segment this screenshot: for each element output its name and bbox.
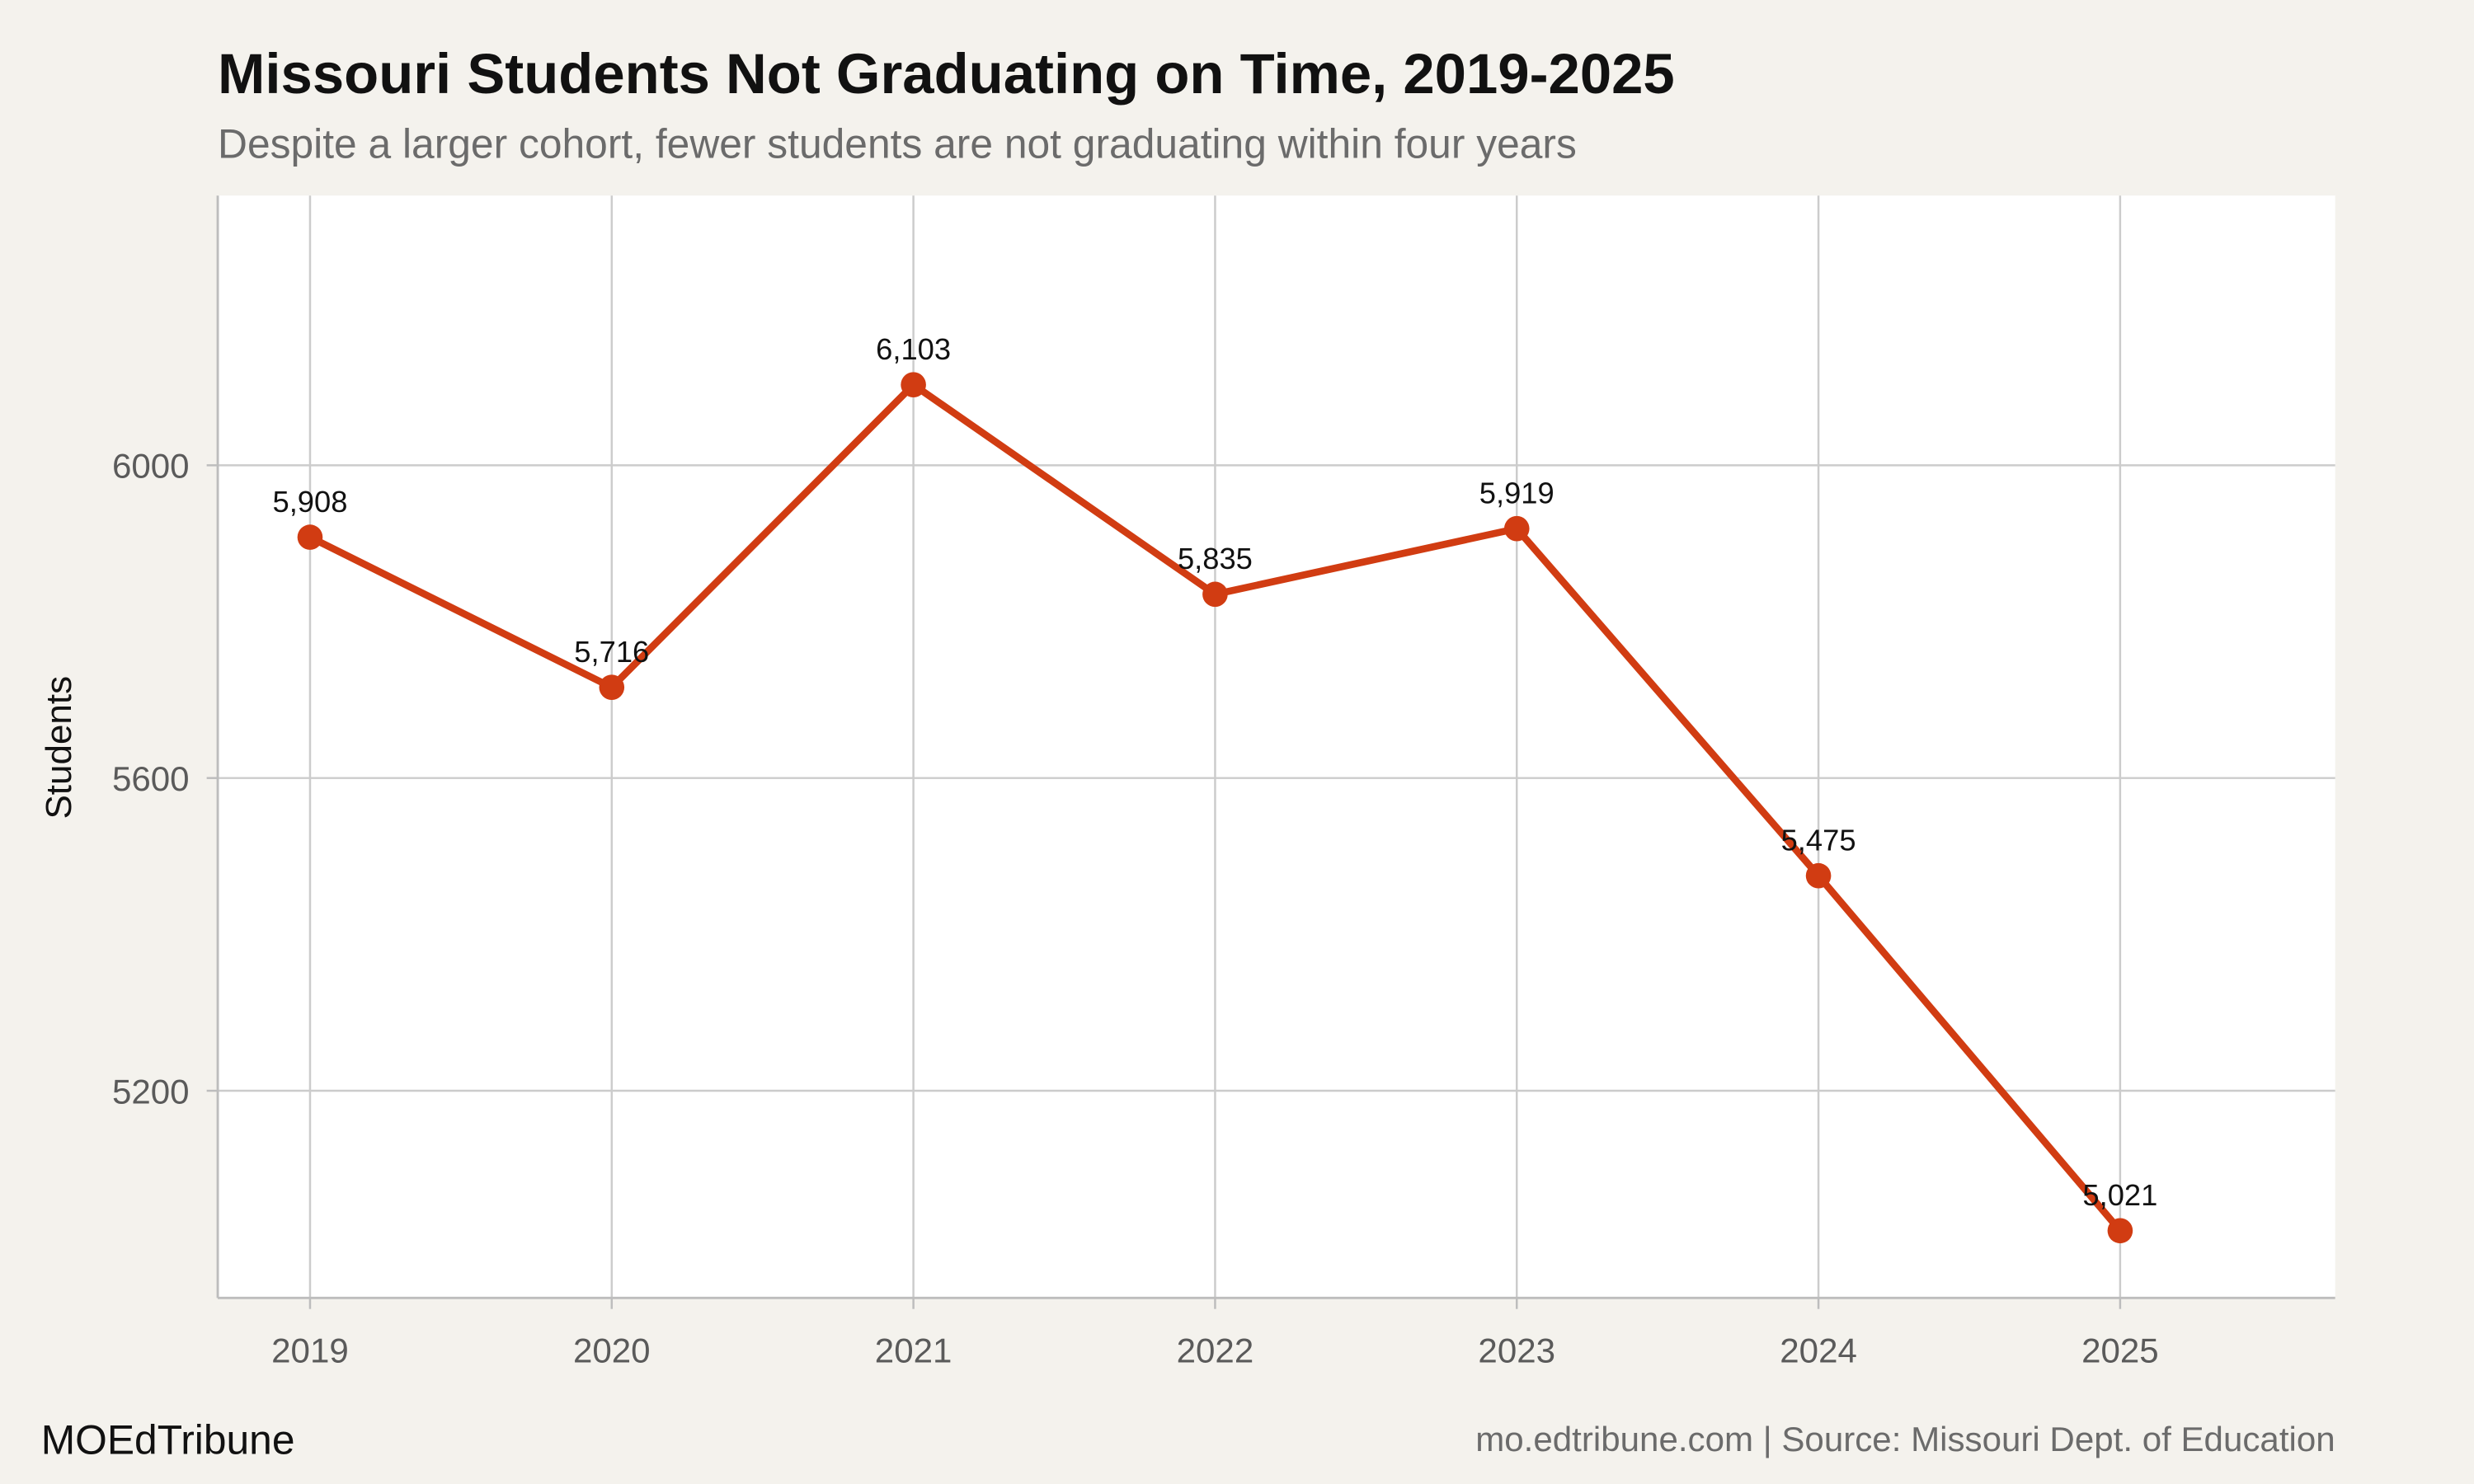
data-label: 6,103 <box>876 332 951 366</box>
plot-panel <box>218 195 2335 1298</box>
x-tick-label: 2025 <box>2081 1331 2159 1370</box>
brand-logo-text: MOEdTribune <box>41 1417 295 1463</box>
data-point <box>297 524 323 550</box>
x-tick-label: 2022 <box>1177 1331 1254 1370</box>
data-point <box>599 674 625 700</box>
data-labels: 5,908 5,716 6,103 5,835 5,919 5,475 5,021 <box>272 332 2157 1212</box>
y-axis-title: Students <box>39 676 79 819</box>
x-tick-label: 2021 <box>875 1331 952 1370</box>
y-axis-ticks: 5200 5600 6000 <box>112 447 219 1111</box>
source-caption: mo.edtribune.com | Source: Missouri Dept… <box>1475 1420 2335 1458</box>
data-label: 5,021 <box>2082 1178 2157 1212</box>
data-point <box>1805 862 1832 889</box>
y-tick-label: 5600 <box>112 759 190 798</box>
chart-title: Missouri Students Not Graduating on Time… <box>218 42 1675 106</box>
data-label: 5,919 <box>1479 477 1554 510</box>
x-tick-label: 2024 <box>1780 1331 1857 1370</box>
series-students <box>297 372 2133 1244</box>
data-label: 5,908 <box>272 485 347 519</box>
x-tick-label: 2023 <box>1478 1331 1555 1370</box>
x-tick-label: 2020 <box>573 1331 651 1370</box>
data-label: 5,475 <box>1781 824 1856 857</box>
data-point <box>2107 1218 2133 1244</box>
data-point <box>1202 581 1228 608</box>
data-label: 5,835 <box>1178 542 1253 575</box>
y-tick-label: 6000 <box>112 447 190 486</box>
chart-subtitle: Despite a larger cohort, fewer students … <box>218 120 1577 167</box>
x-axis-ticks: 2019 2020 2021 2022 2023 2024 2025 <box>271 1298 2159 1370</box>
data-point <box>1503 515 1530 542</box>
x-tick-label: 2019 <box>271 1331 349 1370</box>
data-point <box>901 372 926 397</box>
data-label: 5,716 <box>574 635 649 669</box>
y-tick-label: 5200 <box>112 1072 190 1111</box>
